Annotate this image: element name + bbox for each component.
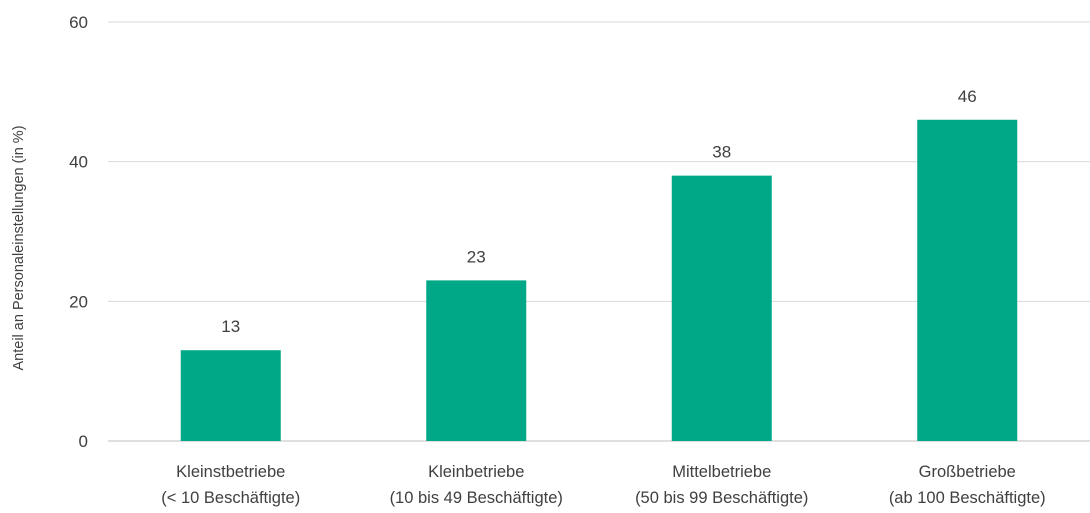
category-label: (10 bis 49 Beschäftigte)	[390, 489, 563, 507]
data-labels: 13 23 38 46	[221, 87, 976, 336]
category-label: (ab 100 Beschäftigte)	[889, 489, 1046, 507]
bars	[181, 120, 1018, 441]
data-label: 38	[712, 143, 731, 162]
data-label: 46	[958, 87, 977, 106]
y-tick-label: 40	[69, 153, 88, 172]
category-label: (50 bis 99 Beschäftigte)	[635, 489, 808, 507]
y-axis-ticks: 0 20 40 60	[69, 13, 88, 451]
category-labels: Kleinstbetriebe (< 10 Beschäftigte) Kleinb…	[161, 463, 1045, 507]
category-label: Mittelbetriebe	[672, 463, 771, 481]
category-label: Kleinbetriebe	[428, 463, 524, 481]
y-tick-label: 60	[69, 13, 88, 32]
category-label: Kleinstbetriebe	[176, 463, 285, 481]
bar	[917, 120, 1017, 441]
data-label: 13	[221, 317, 240, 336]
category-label: (< 10 Beschäftigte)	[161, 489, 300, 507]
bar	[181, 350, 281, 441]
y-tick-label: 0	[79, 432, 88, 451]
data-label: 23	[467, 247, 486, 266]
category-label: Großbetriebe	[919, 463, 1016, 481]
bar	[426, 280, 526, 441]
bar	[672, 176, 772, 441]
y-tick-label: 20	[69, 292, 88, 311]
y-axis-title: Anteil an Personaleinstellungen (in %)	[11, 125, 27, 370]
